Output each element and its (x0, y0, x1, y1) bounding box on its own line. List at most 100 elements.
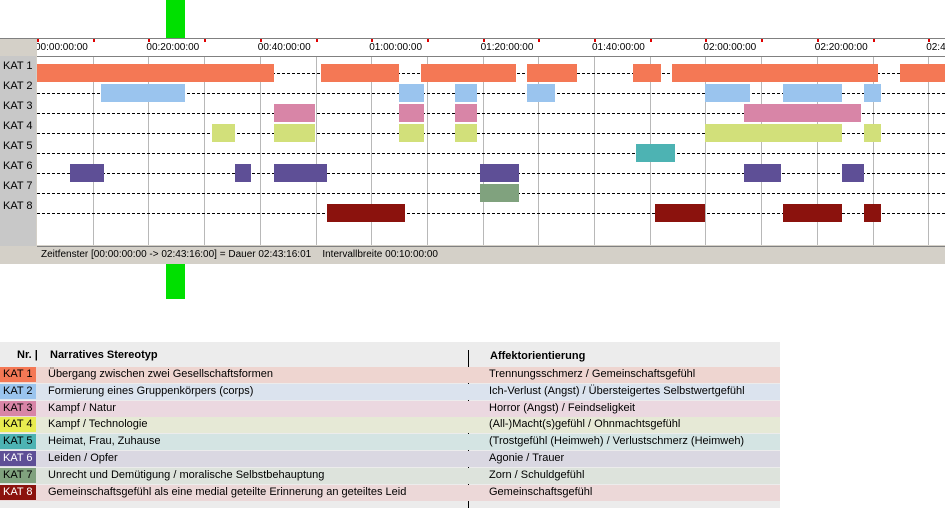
grid-line (705, 57, 707, 245)
time-marker-bottom[interactable] (166, 262, 185, 299)
legend-affect: Trennungsschmerz / Gemeinschaftsgefühl (489, 368, 696, 380)
legend-affect: Ich-Verlust (Angst) / Übersteigertes Sel… (489, 384, 745, 397)
ruler-tick-mark (315, 39, 318, 42)
ruler-tick-mark (816, 39, 819, 42)
ruler-tick-label: 02:20:00:00 (814, 42, 868, 53)
segment-bar[interactable] (841, 164, 865, 182)
grid-line (315, 57, 317, 245)
segment-bar[interactable] (399, 104, 425, 122)
ruler-tick-mark (928, 39, 931, 42)
legend-category-chip: KAT 6 (0, 451, 36, 466)
legend-row: KAT 5 Heimat, Frau, Zuhause (Trostgefühl (… (0, 434, 780, 451)
segment-bar[interactable] (37, 64, 274, 82)
timeline-plot[interactable] (37, 57, 945, 245)
segment-bar[interactable] (705, 124, 842, 142)
segment-bar[interactable] (454, 104, 478, 122)
segment-bar[interactable] (671, 64, 879, 82)
segment-bar[interactable] (479, 164, 519, 182)
segment-bar[interactable] (273, 124, 316, 142)
legend-row: KAT 4 Kampf / Technologie (All-)Macht(s)ge… (0, 417, 780, 434)
grid-line (594, 57, 595, 245)
status-interval: Intervallbreite 00:10:00:00 (322, 249, 438, 260)
segment-bar[interactable] (783, 84, 842, 102)
segment-bar[interactable] (399, 84, 425, 102)
segment-bar[interactable] (321, 64, 400, 82)
legend-header-affect: Affektorientierung (490, 350, 586, 362)
segment-bar[interactable] (864, 124, 881, 142)
ruler-tick-label: 02:00:00:00 (703, 42, 757, 53)
segment-bar[interactable] (70, 164, 104, 182)
ruler-tick-label: 01:00:00:00 (369, 42, 423, 53)
segment-bar[interactable] (705, 84, 750, 102)
legend-table: Nr. | Narratives Stereotyp Affektorienti… (0, 342, 780, 508)
ruler-tick-mark (92, 39, 95, 42)
segment-bar[interactable] (864, 204, 881, 222)
ruler-tick-mark (705, 39, 708, 42)
grid-line (538, 57, 540, 245)
ruler-tick-label: 01:40:00:00 (592, 42, 645, 53)
segment-bar[interactable] (783, 204, 842, 222)
ruler-tick-mark (872, 39, 875, 42)
legend-category-chip: KAT 8 (0, 484, 36, 500)
legend-header-stereotype: Narratives Stereotyp (50, 349, 158, 361)
segment-bar[interactable] (326, 204, 405, 222)
legend-stereotype: Heimat, Frau, Zuhause (48, 435, 161, 448)
row-guide-line (37, 93, 945, 94)
segment-bar[interactable] (421, 64, 517, 82)
segment-bar[interactable] (273, 164, 327, 182)
legend-category-chip: KAT 2 (0, 383, 36, 399)
row-label-kat-5: KAT 5 (3, 140, 33, 152)
grid-line (259, 57, 261, 245)
segment-bar[interactable] (632, 64, 661, 82)
ruler-tick-mark (148, 39, 151, 42)
legend-stereotype: Übergang zwischen zwei Gesellschaftsform… (48, 368, 273, 380)
legend-stereotype: Unrecht und Demütigung / moralische Selb… (48, 468, 325, 481)
segment-bar[interactable] (234, 164, 252, 182)
ruler-tick-label: 01:20:00:00 (480, 42, 534, 53)
segment-bar[interactable] (101, 84, 185, 102)
segment-bar[interactable] (454, 84, 478, 102)
legend-category-chip: KAT 5 (0, 434, 36, 450)
segment-bar[interactable] (655, 204, 706, 222)
segment-bar[interactable] (744, 164, 781, 182)
segment-bar[interactable] (399, 124, 425, 142)
segment-bar[interactable] (527, 84, 555, 102)
time-ruler[interactable]: 00:00:00:00 00:20:00:00 00:40:00:00 01:00:0… (37, 39, 945, 57)
legend-affect: Horror (Angst) / Feindseligkeit (489, 401, 636, 414)
segment-bar[interactable] (527, 64, 578, 82)
segment-bar[interactable] (635, 144, 675, 162)
segment-bar[interactable] (479, 184, 519, 202)
grid-line (816, 57, 818, 245)
row-guide-line (37, 133, 945, 134)
ruler-tick-label: 00:20:00:00 (146, 42, 200, 53)
ruler-tick-mark (482, 39, 485, 42)
segment-bar[interactable] (273, 104, 316, 122)
ruler-tick-label: 00:00:00:00 (37, 42, 88, 53)
legend-row: KAT 6 Leiden / Opfer Agonie / Trauer (0, 451, 780, 467)
segment-bar[interactable] (212, 124, 235, 142)
segment-bar[interactable] (864, 84, 881, 102)
ruler-tick-mark (538, 39, 541, 42)
legend-affect: Zorn / Schuldgefühl (489, 468, 585, 481)
legend-category-chip: KAT 3 (0, 400, 36, 416)
legend-row: KAT 7 Unrecht und Demütigung / moralische… (0, 467, 780, 484)
legend-affect: Gemeinschaftsgefühl (489, 485, 593, 498)
row-label-kat-7: KAT 7 (3, 180, 33, 192)
legend-stereotype: Formierung eines Gruppenkörpers (corps) (48, 384, 254, 397)
status-range: Zeitfenster [00:00:00:00 -> 02:43:16:00]… (41, 249, 312, 260)
segment-bar[interactable] (900, 64, 945, 82)
ruler-tick-mark (649, 39, 652, 42)
legend-category-chip: KAT 1 (0, 367, 36, 382)
row-label-kat-1: KAT 1 (3, 60, 33, 72)
row-guide-line (37, 153, 945, 154)
status-bar: Zeitfenster [00:00:00:00 -> 02:43:16:00]… (37, 246, 945, 264)
ruler-tick-label: 00:40:00:00 (257, 42, 311, 53)
time-marker-top[interactable] (166, 0, 185, 38)
grid-line (761, 57, 763, 245)
segment-bar[interactable] (744, 104, 862, 122)
ruler-tick-mark (426, 39, 429, 42)
ruler-tick-label: 02:4 (926, 42, 945, 53)
segment-bar[interactable] (454, 124, 478, 142)
ruler-tick-mark (259, 39, 262, 42)
grid-line (928, 57, 930, 245)
